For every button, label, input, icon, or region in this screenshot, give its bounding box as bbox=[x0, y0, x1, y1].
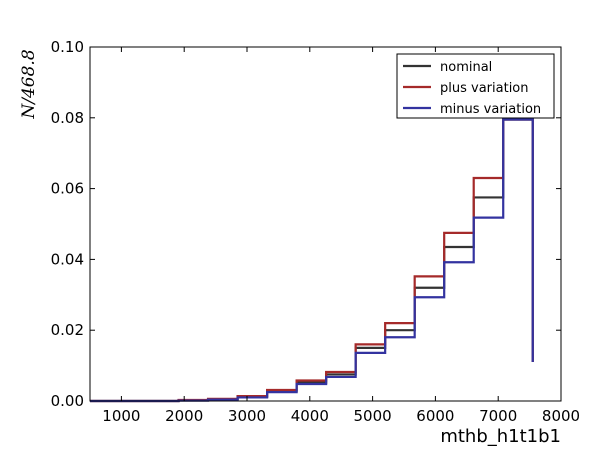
legend: nominal plus variation minus variation bbox=[396, 53, 555, 119]
x-tick-label: 8000 bbox=[542, 407, 580, 425]
x-tick-label: 2000 bbox=[165, 407, 203, 425]
plot-frame bbox=[89, 46, 562, 402]
y-tick-label: 0.06 bbox=[51, 180, 84, 198]
y-axis-label: N/468.8 bbox=[19, 49, 39, 119]
x-tick-label: 3000 bbox=[228, 407, 266, 425]
x-tick-label: 5000 bbox=[354, 407, 392, 425]
y-tick-label: 0.10 bbox=[51, 38, 84, 56]
y-tick-label: 0.00 bbox=[51, 392, 84, 410]
legend-label: nominal bbox=[440, 60, 492, 75]
x-tick-label: 6000 bbox=[416, 407, 454, 425]
x-tick-label: 4000 bbox=[291, 407, 329, 425]
y-tick-label: 0.08 bbox=[51, 109, 84, 127]
legend-label: minus variation bbox=[440, 102, 541, 117]
x-tick-label: 7000 bbox=[479, 407, 517, 425]
y-tick-label: 0.02 bbox=[51, 321, 84, 339]
x-axis: 1000 2000 3000 4000 5000 6000 7000 8000 bbox=[102, 47, 580, 425]
x-tick-label: 1000 bbox=[102, 407, 140, 425]
y-axis: 0.00 0.02 0.04 0.06 0.08 0.10 bbox=[51, 38, 561, 410]
x-axis-label: mthb_h1t1b1 bbox=[440, 426, 561, 447]
y-tick-label: 0.04 bbox=[51, 250, 84, 268]
legend-label: plus variation bbox=[440, 81, 529, 96]
